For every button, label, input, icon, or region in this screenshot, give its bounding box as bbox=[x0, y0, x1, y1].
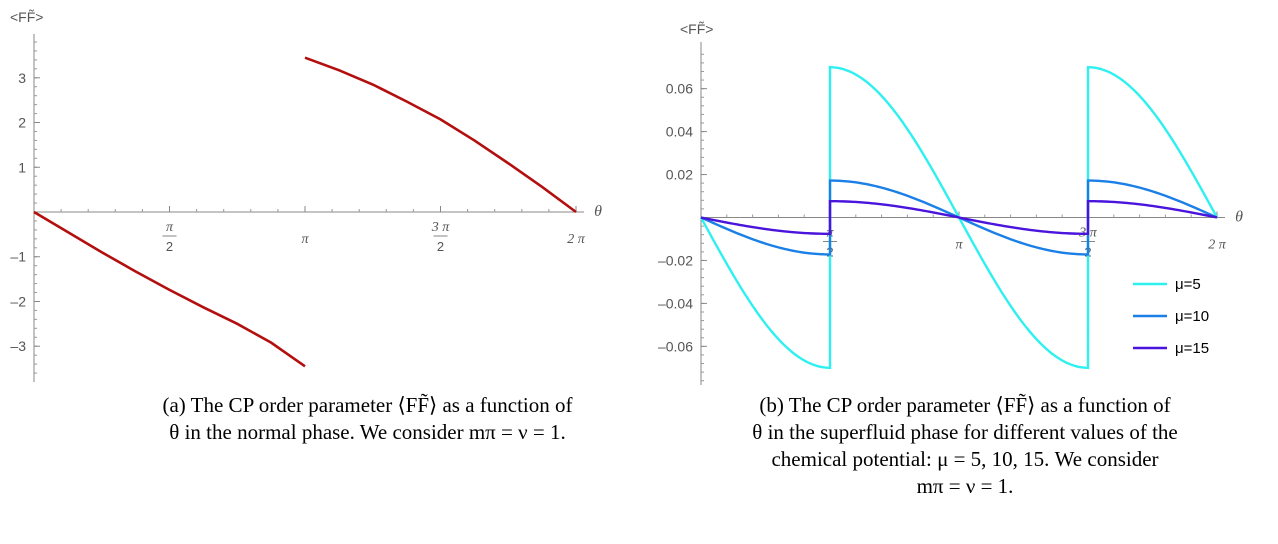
chart-a-x-tick-label-den: 2 bbox=[437, 239, 444, 254]
chart-b-y-tick-label: –0.06 bbox=[658, 338, 693, 354]
chart-a-y-tick-label: –1 bbox=[10, 249, 26, 265]
caption-b: (b) The CP order parameter ⟨FF̃⟩ as a fu… bbox=[655, 392, 1275, 500]
caption-b-line-4: mπ = ν = 1. bbox=[916, 474, 1014, 498]
chart-b-y-tick-label: –0.02 bbox=[658, 252, 693, 268]
chart-a-x-tick-label: π bbox=[301, 232, 309, 247]
chart-a-y-tick-label: 2 bbox=[18, 115, 26, 131]
caption-b-line-1: (b) The CP order parameter ⟨FF̃⟩ as a fu… bbox=[759, 393, 1171, 417]
chart-a-x-tick-label-den: 2 bbox=[166, 239, 173, 254]
chart-a-x-tick-label-num: π bbox=[166, 220, 174, 235]
chart-b-y-tick-label: 0.02 bbox=[666, 167, 693, 183]
chart-b-y-tick-label: 0.06 bbox=[666, 81, 693, 97]
caption-a-line-2: θ in the normal phase. We consider mπ = … bbox=[169, 420, 566, 444]
caption-b-line-2: θ in the superfluid phase for different … bbox=[752, 420, 1178, 444]
chart-a-y-tick-label: –2 bbox=[10, 293, 26, 309]
chart-b-y-tick-label: –0.04 bbox=[658, 295, 693, 311]
caption-a-line-1: (a) The CP order parameter ⟨FF̃⟩ as a fu… bbox=[162, 393, 573, 417]
chart-a-series-line-1 bbox=[33, 210, 306, 368]
chart-a-x-tick-label: 2 π bbox=[567, 232, 586, 247]
chart-b-x-tick-label: 2 π bbox=[1208, 238, 1227, 253]
chart-a-series-line-2 bbox=[304, 56, 577, 214]
chart-a: –3 –2 –1 1 2 3 π 2 π 3 π 2 2 π <FF̃> θ bbox=[10, 9, 602, 382]
chart-b-series-line-3 bbox=[700, 199, 1218, 236]
chart-b-legend-label: μ=10 bbox=[1175, 308, 1209, 325]
caption-b-line-3: chemical potential: μ = 5, 10, 15. We co… bbox=[771, 447, 1159, 471]
chart-a-y-tick-label: –3 bbox=[10, 338, 26, 354]
chart-b-x-tick-label: π bbox=[955, 238, 963, 253]
chart-a-x-tick-label-num: 3 π bbox=[431, 220, 451, 235]
chart-a-y-tick-label: 3 bbox=[18, 70, 26, 86]
chart-b-x-axis-label: θ bbox=[1235, 209, 1243, 226]
caption-a: (a) The CP order parameter ⟨FF̃⟩ as a fu… bbox=[95, 392, 640, 446]
chart-b-y-axis-label: <FF̃> bbox=[680, 21, 713, 37]
chart-b-legend-label: μ=5 bbox=[1175, 276, 1201, 293]
chart-b-y-tick-label: 0.04 bbox=[666, 124, 693, 140]
chart-a-x-axis-label: θ bbox=[594, 203, 602, 220]
chart-a-y-tick-label: 1 bbox=[18, 159, 26, 175]
chart-a-y-axis-label: <FF̃> bbox=[10, 9, 43, 25]
chart-b-legend-label: μ=15 bbox=[1175, 340, 1209, 357]
